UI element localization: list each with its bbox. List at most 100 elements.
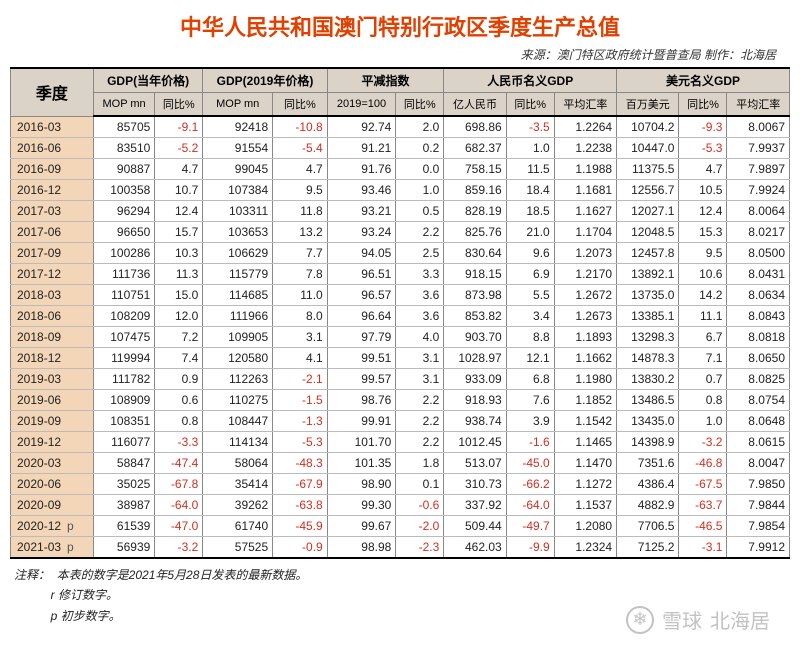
- cell-value: 120580: [203, 348, 273, 369]
- cell-value: 100286: [93, 243, 154, 264]
- cell-value: 12.4: [155, 201, 203, 222]
- cell-value: 9.5: [273, 180, 328, 201]
- cell-value: 8.0067: [727, 116, 790, 138]
- cell-value: 2.2: [396, 432, 444, 453]
- cell-value: 1.1272: [554, 474, 616, 495]
- cell-value: 1.2073: [554, 243, 616, 264]
- cell-value: 1.0: [506, 138, 554, 159]
- cell-period: 2016-03: [11, 116, 94, 138]
- cell-value: 11.3: [155, 264, 203, 285]
- cell-value: 97.79: [327, 327, 396, 348]
- cell-value: 8.0648: [727, 411, 790, 432]
- cell-value: 83510: [93, 138, 154, 159]
- cell-value: 7.9912: [727, 537, 790, 559]
- cell-value: 8.0615: [727, 432, 790, 453]
- cell-value: 6.7: [679, 327, 727, 348]
- cell-value: 12457.8: [617, 243, 679, 264]
- cell-value: 7.9844: [727, 495, 790, 516]
- cell-value: 8.0825: [727, 369, 790, 390]
- cell-value: 108909: [93, 390, 154, 411]
- cell-value: 99.91: [327, 411, 396, 432]
- cell-value: 1.1542: [554, 411, 616, 432]
- cell-value: 3.1: [273, 327, 328, 348]
- cell-value: 828.19: [444, 201, 506, 222]
- cell-value: 8.0047: [727, 453, 790, 474]
- source-line: 来源：澳门特区政府统计暨普查局 制作：北海居: [0, 46, 800, 67]
- cell-value: 3.4: [506, 306, 554, 327]
- cell-value: 99.67: [327, 516, 396, 537]
- col-group-1: GDP(2019年价格): [203, 68, 327, 93]
- cell-period: 2017-06: [11, 222, 94, 243]
- cell-value: 11.0: [273, 285, 328, 306]
- cell-value: 1.1662: [554, 348, 616, 369]
- cell-period: 2016-12: [11, 180, 94, 201]
- cell-value: 98.76: [327, 390, 396, 411]
- cell-value: 13486.5: [617, 390, 679, 411]
- cell-value: 98.98: [327, 537, 396, 559]
- table-body: 2016-03 85705-9.192418-10.892.742.0698.8…: [11, 116, 790, 558]
- cell-value: 7.8: [273, 264, 328, 285]
- cell-value: 1.2264: [554, 116, 616, 138]
- cell-value: 859.16: [444, 180, 506, 201]
- cell-value: 99.57: [327, 369, 396, 390]
- cell-value: 13298.3: [617, 327, 679, 348]
- cell-value: 7.6: [506, 390, 554, 411]
- table-row: 2019-06 1089090.6110275-1.598.762.2918.9…: [11, 390, 790, 411]
- cell-period: 2019-12: [11, 432, 94, 453]
- cell-value: 7.1: [679, 348, 727, 369]
- col-sub-4-0: 百万美元: [617, 93, 679, 117]
- cell-value: 8.0650: [727, 348, 790, 369]
- cell-value: 4.1: [273, 348, 328, 369]
- cell-value: 96294: [93, 201, 154, 222]
- cell-value: 1.1988: [554, 159, 616, 180]
- col-sub-3-0: 亿人民币: [444, 93, 506, 117]
- cell-value: 13830.2: [617, 369, 679, 390]
- cell-value: -2.3: [396, 537, 444, 559]
- cell-value: 11.8: [273, 201, 328, 222]
- cell-value: -3.2: [155, 537, 203, 559]
- table-head: 季度GDP(当年价格)GDP(2019年价格)平减指数人民币名义GDP美元名义G…: [11, 68, 790, 116]
- cell-value: 99.30: [327, 495, 396, 516]
- cell-value: 7.9850: [727, 474, 790, 495]
- cell-value: 11.1: [679, 306, 727, 327]
- cell-value: 15.0: [155, 285, 203, 306]
- cell-value: 873.98: [444, 285, 506, 306]
- cell-period: 2019-06: [11, 390, 94, 411]
- cell-value: -3.5: [506, 116, 554, 138]
- cell-value: 3.9: [506, 411, 554, 432]
- cell-value: 108209: [93, 306, 154, 327]
- cell-value: -3.3: [155, 432, 203, 453]
- cell-period: 2016-06: [11, 138, 94, 159]
- cell-value: 92418: [203, 116, 273, 138]
- cell-value: 96.64: [327, 306, 396, 327]
- cell-value: 918.93: [444, 390, 506, 411]
- cell-value: 15.7: [155, 222, 203, 243]
- cell-value: 3.3: [396, 264, 444, 285]
- table-row: 2017-06 9665015.710365313.293.242.2825.7…: [11, 222, 790, 243]
- cell-value: 8.0: [273, 306, 328, 327]
- cell-value: 111736: [93, 264, 154, 285]
- cell-value: 38987: [93, 495, 154, 516]
- cell-value: -66.2: [506, 474, 554, 495]
- cell-value: 99.51: [327, 348, 396, 369]
- cell-period: 2017-12: [11, 264, 94, 285]
- cell-value: 11.5: [506, 159, 554, 180]
- cell-value: 57525: [203, 537, 273, 559]
- cell-value: -67.9: [273, 474, 328, 495]
- cell-value: 8.0818: [727, 327, 790, 348]
- cell-value: 8.0217: [727, 222, 790, 243]
- cell-value: 2.5: [396, 243, 444, 264]
- cell-value: 933.09: [444, 369, 506, 390]
- table-row: 2020-12 p61539-47.061740-45.999.67-2.050…: [11, 516, 790, 537]
- cell-value: 1.2672: [554, 285, 616, 306]
- cell-value: 1.1893: [554, 327, 616, 348]
- cell-value: 56939: [93, 537, 154, 559]
- cell-value: 509.44: [444, 516, 506, 537]
- table-row: 2018-12 1199947.41205804.199.513.11028.9…: [11, 348, 790, 369]
- cell-value: 18.5: [506, 201, 554, 222]
- table-row: 2016-09 908874.7990454.791.760.0758.1511…: [11, 159, 790, 180]
- cell-value: 1.2080: [554, 516, 616, 537]
- watermark: ❄ 雪球 北海居: [626, 605, 770, 634]
- col-period: 季度: [11, 68, 94, 116]
- cell-value: -1.6: [506, 432, 554, 453]
